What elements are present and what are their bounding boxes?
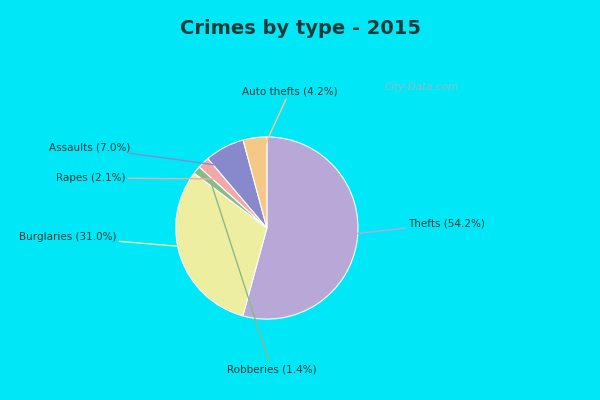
Wedge shape [194,167,267,228]
Text: Rapes (2.1%): Rapes (2.1%) [56,173,217,183]
Text: Thefts (54.2%): Thefts (54.2%) [333,218,485,236]
Wedge shape [199,158,267,228]
Wedge shape [243,137,358,319]
Text: Crimes by type - 2015: Crimes by type - 2015 [179,18,421,38]
Wedge shape [208,140,267,228]
Text: Robberies (1.4%): Robberies (1.4%) [212,184,316,374]
Text: Burglaries (31.0%): Burglaries (31.0%) [19,232,204,248]
Text: City-Data.com: City-Data.com [384,82,458,92]
Wedge shape [243,137,267,228]
Text: Assaults (7.0%): Assaults (7.0%) [49,143,232,167]
Text: Auto thefts (4.2%): Auto thefts (4.2%) [242,86,337,158]
Wedge shape [176,173,267,316]
